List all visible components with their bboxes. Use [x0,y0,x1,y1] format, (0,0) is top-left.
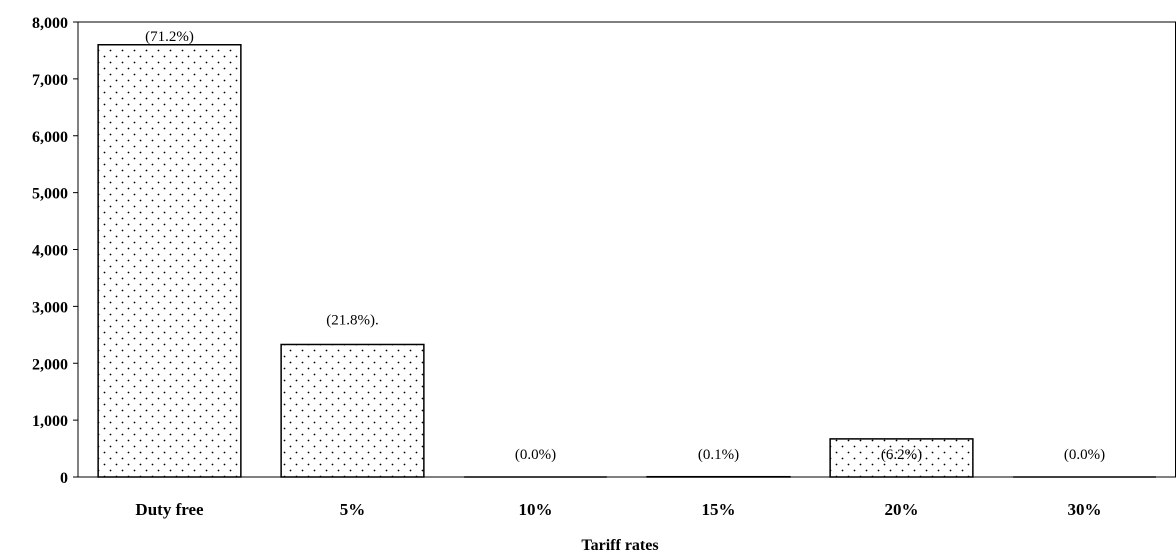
plot-area-border [77,21,1176,478]
y-tick-label: 7,000 [32,72,68,89]
x-tick-label: 30% [1068,500,1102,519]
bar-1 [97,44,242,478]
y-tick-label: 4,000 [32,243,68,260]
y-tick-label: 3,000 [32,299,68,316]
data-label-2: (21.8%). [326,312,379,328]
bar-5 [829,438,974,478]
y-tick-label: 5,000 [32,186,68,203]
x-tick-label: 5% [340,500,366,519]
data-label-3: (0.0%) [515,447,556,463]
x-tick-label: 20% [885,500,919,519]
y-tick-label: 0 [60,470,68,487]
x-tick-label: 15% [702,500,736,519]
plot-frame [77,21,1176,478]
y-tick-label: 6,000 [32,129,68,146]
x-tick-label: Duty free [135,500,204,519]
data-labels: (71.2%) (21.8%). (0.0%) (0.1%) (6.2%) (0.0%) [145,29,1105,463]
data-label-4: (0.1%) [698,447,739,463]
data-label-1: (71.2%) [145,29,194,45]
bar-2 [280,343,425,478]
y-tick-label: 1,000 [32,413,68,430]
data-label-5: (6.2%) [881,447,922,463]
data-label-6: (0.0%) [1064,447,1105,463]
x-axis-ticks: Duty free 5% 10% 15% 20% 30% [135,500,1101,519]
y-axis-ticks: 0 1,000 2,000 3,000 4,000 5,000 6,000 7,000 8,00… [32,15,78,487]
bars [97,44,1156,478]
y-tick-label: 8,000 [32,15,68,32]
x-axis-title: Tariff rates [581,537,658,554]
x-tick-label: 10% [519,500,553,519]
y-tick-label: 2,000 [32,356,68,373]
